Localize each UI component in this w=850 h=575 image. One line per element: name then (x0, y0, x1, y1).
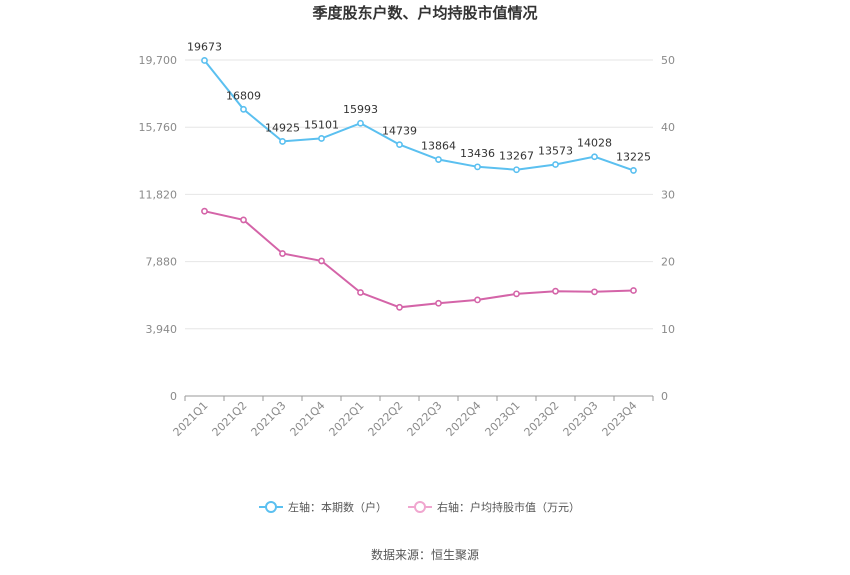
data-point (513, 290, 520, 298)
data-source: 数据来源：恒生聚源 (371, 547, 479, 562)
data-point (396, 303, 403, 311)
right-axis-tick-label: 40 (661, 121, 675, 134)
left-axis-tick-label: 11,820 (139, 188, 178, 201)
left-axis-tick-label: 3,940 (146, 323, 178, 336)
grid-lines (185, 59, 653, 330)
series-line-holders (203, 59, 634, 172)
data-point (357, 289, 364, 296)
legend-item-left-series[interactable]: 左轴：本期数（户） (259, 500, 387, 514)
x-axis-tick-label: 2022Q3 (405, 399, 445, 439)
data-label: 14028 (577, 137, 612, 150)
x-axis-tick-label: 2021Q1 (171, 399, 211, 439)
data-point (630, 287, 637, 294)
data-point (318, 135, 325, 142)
data-point (240, 216, 247, 224)
series-points (201, 57, 637, 311)
x-axis-tick-label: 2023Q4 (600, 399, 640, 439)
legend-right-label: 右轴：户均持股市值（万元） (437, 500, 580, 514)
data-point (435, 299, 442, 307)
x-axis-tick-label: 2023Q2 (522, 399, 562, 439)
data-point (201, 57, 208, 64)
series-line-avg-value (204, 210, 634, 309)
data-point (552, 287, 559, 295)
left-axis-tick-label: 0 (170, 390, 177, 403)
data-point (591, 288, 598, 296)
right-axis-tick-label: 10 (661, 323, 675, 336)
data-label: 15101 (304, 118, 339, 131)
data-label: 13436 (460, 147, 495, 160)
data-point (279, 250, 286, 257)
left-axis-tick-label: 15,760 (139, 121, 178, 134)
data-label: 16809 (226, 89, 261, 102)
legend-right-marker (414, 501, 426, 513)
x-axis-tick-label: 2023Q1 (483, 399, 523, 439)
legend-item-right-series[interactable]: 右轴：户均持股市值（万元） (408, 500, 580, 514)
chart-title: 季度股东户数、户均持股市值情况 (312, 4, 537, 22)
data-point (435, 156, 442, 163)
series-lines (203, 59, 634, 309)
data-label: 14925 (265, 121, 300, 134)
axes: 0 3,940 7,880 11,820 15,760 19,700 0 10 20 30 40 50… (139, 54, 676, 439)
right-axis-tick-label: 30 (661, 188, 675, 201)
data-label: 19673 (187, 40, 222, 53)
data-label: 15993 (343, 103, 378, 116)
x-axis-tick-label: 2021Q3 (249, 399, 289, 439)
data-label: 13267 (499, 150, 534, 163)
left-axis-tick-label: 7,880 (146, 256, 178, 269)
data-point (240, 105, 247, 113)
data-label: 13573 (538, 145, 573, 158)
data-point (474, 296, 481, 304)
data-point (552, 161, 559, 168)
data-point (318, 257, 325, 265)
legend-left-label: 左轴：本期数（户） (288, 500, 387, 514)
legend-left-marker (265, 501, 277, 513)
right-axis-tick-label: 50 (661, 54, 675, 67)
data-label: 13225 (616, 150, 651, 163)
data-point (279, 138, 286, 145)
data-label: 13864 (421, 140, 456, 153)
data-point (201, 207, 208, 215)
data-point (357, 119, 364, 127)
data-point (396, 141, 403, 149)
x-axis-tick-label: 2022Q1 (327, 399, 367, 439)
data-point (591, 153, 598, 161)
x-axis-tick-label: 2022Q2 (366, 399, 406, 439)
x-axis-tick-label: 2023Q3 (561, 399, 601, 439)
data-point (513, 166, 520, 174)
legend: 左轴：本期数（户） 右轴：户均持股市值（万元） (259, 500, 580, 514)
right-axis-tick-label: 20 (661, 256, 675, 269)
data-labels: 19673 16809 14925 15101 15993 14739 13864 13436… (187, 40, 651, 163)
x-axis-tick-label: 2021Q4 (288, 399, 328, 439)
x-axis-tick-label: 2021Q2 (210, 399, 250, 439)
left-axis-tick-label: 19,700 (139, 54, 178, 67)
right-axis-tick-label: 0 (661, 390, 668, 403)
x-axis-tick-label: 2022Q4 (444, 399, 484, 439)
data-point (474, 163, 481, 171)
data-point (630, 167, 637, 174)
data-label: 14739 (382, 125, 417, 138)
